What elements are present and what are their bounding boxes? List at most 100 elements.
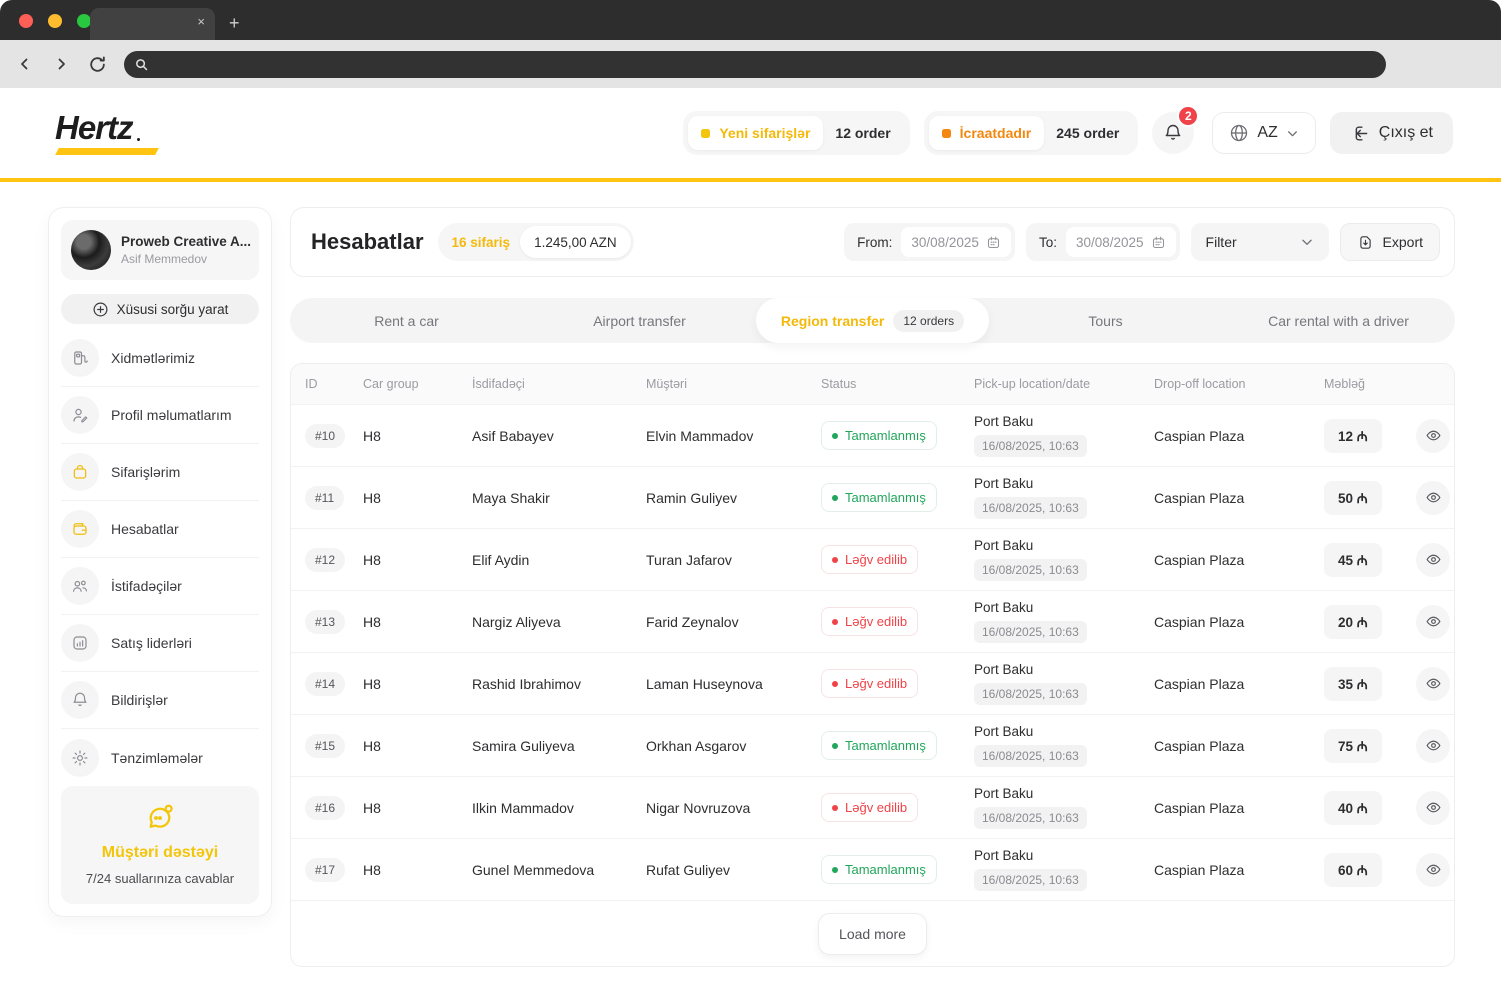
row-car-group: H8 xyxy=(363,614,472,630)
export-button[interactable]: Export xyxy=(1340,223,1440,261)
sidebar-item-notifications[interactable]: Bildirişlər xyxy=(61,672,259,729)
sidebar-item-settings[interactable]: Tənzimləmələr xyxy=(61,729,259,786)
to-date-field[interactable]: To: 30/08/2025 xyxy=(1026,223,1180,261)
eye-icon xyxy=(1425,551,1442,568)
view-order-button[interactable] xyxy=(1416,729,1450,763)
view-order-button[interactable] xyxy=(1416,667,1450,701)
sidebar-menu: Xidmətlərimiz Profil məlumatlarım Sifari… xyxy=(61,330,259,786)
traffic-lights xyxy=(19,14,91,28)
minimize-window-button[interactable] xyxy=(48,14,62,28)
sidebar-item-profile[interactable]: Profil məlumatlarım xyxy=(61,387,259,444)
row-dropoff-location: Caspian Plaza xyxy=(1154,490,1324,506)
sidebar-item-orders[interactable]: Sifarişlərim xyxy=(61,444,259,501)
order-count: 16 sifariş xyxy=(452,235,511,250)
in-progress-label: İcraatdadır xyxy=(960,125,1032,141)
col-amount: Məbləğ xyxy=(1324,377,1416,391)
create-request-button[interactable]: Xüsusi sorğu yarat xyxy=(61,294,259,324)
sidebar-item-users[interactable]: İstifadəçilər xyxy=(61,558,259,615)
tab-tours[interactable]: Tours xyxy=(989,298,1222,343)
in-progress-badge[interactable]: İcraatdadır 245 order xyxy=(924,111,1139,155)
load-more-row: Load more xyxy=(291,900,1454,966)
row-customer: Ramin Guliyev xyxy=(646,490,821,506)
view-order-button[interactable] xyxy=(1416,543,1450,577)
tab-region-transfer[interactable]: Region transfer 12 orders xyxy=(756,298,989,343)
export-label: Export xyxy=(1383,234,1423,250)
row-id: #13 xyxy=(305,610,345,634)
table-row[interactable]: #12 H8 Elif Aydin Turan Jafarov Ləğv edi… xyxy=(291,528,1454,590)
zoom-window-button[interactable] xyxy=(77,14,91,28)
row-user: Elif Aydin xyxy=(472,552,646,568)
row-pickup-location: Port Baku xyxy=(974,662,1154,677)
new-orders-badge[interactable]: Yeni sifarişlər 12 order xyxy=(683,111,909,155)
sidebar-item-label: Profil məlumatlarım xyxy=(111,407,232,423)
yellow-square-icon xyxy=(701,129,710,138)
support-title: Müştəri dəstəyi xyxy=(71,844,249,862)
browser-tab[interactable]: × xyxy=(90,8,215,40)
close-window-button[interactable] xyxy=(19,14,33,28)
row-dropoff-location: Caspian Plaza xyxy=(1154,676,1324,692)
row-pickup-location: Port Baku xyxy=(974,786,1154,801)
from-date-value: 30/08/2025 xyxy=(911,235,979,250)
status-badge: Tamamlanmış xyxy=(821,483,937,512)
row-user: Maya Shakir xyxy=(472,490,646,506)
chevron-down-icon xyxy=(1300,235,1314,249)
row-car-group: H8 xyxy=(363,490,472,506)
status-badge: Tamamlanmış xyxy=(821,855,937,884)
row-id: #17 xyxy=(305,858,345,882)
reload-button[interactable] xyxy=(88,55,110,74)
back-button[interactable] xyxy=(16,55,38,73)
notifications-button[interactable]: 2 xyxy=(1152,112,1194,154)
row-pickup-date: 16/08/2025, 10:63 xyxy=(974,621,1087,643)
table-row[interactable]: #15 H8 Samira Guliyeva Orkhan Asgarov Ta… xyxy=(291,714,1454,776)
row-id: #10 xyxy=(305,424,345,448)
view-order-button[interactable] xyxy=(1416,791,1450,825)
language-selector[interactable]: AZ xyxy=(1212,112,1315,154)
tab-close-icon[interactable]: × xyxy=(197,15,205,28)
status-badge: Tamamlanmış xyxy=(821,731,937,760)
tab-car-rental-driver[interactable]: Car rental with a driver xyxy=(1222,298,1455,343)
row-user: Samira Guliyeva xyxy=(472,738,646,754)
filter-label: Filter xyxy=(1206,234,1237,250)
gear-icon xyxy=(61,739,99,777)
support-card[interactable]: Müştəri dəstəyi 7/24 suallarınıza cavabl… xyxy=(61,786,259,904)
view-order-button[interactable] xyxy=(1416,605,1450,639)
hertz-logo[interactable]: Hertz xyxy=(55,109,133,157)
new-tab-button[interactable]: + xyxy=(229,13,240,34)
tab-rent-a-car[interactable]: Rent a car xyxy=(290,298,523,343)
table-row[interactable]: #11 H8 Maya Shakir Ramin Guliyev Tamamla… xyxy=(291,466,1454,528)
table-row[interactable]: #10 H8 Asif Babayev Elvin Mammadov Tamam… xyxy=(291,404,1454,466)
avatar xyxy=(71,230,111,270)
bell-icon xyxy=(61,681,99,719)
url-bar[interactable] xyxy=(124,51,1386,78)
table-row[interactable]: #16 H8 Ilkin Mammadov Nigar Novruzova Lə… xyxy=(291,776,1454,838)
user-edit-icon xyxy=(61,396,99,434)
forward-button[interactable] xyxy=(52,55,74,73)
col-car-group: Car group xyxy=(363,377,472,391)
table-row[interactable]: #14 H8 Rashid Ibrahimov Laman Huseynova … xyxy=(291,652,1454,714)
profile-card[interactable]: Proweb Creative A... Asif Memmedov xyxy=(61,220,259,280)
table-row[interactable]: #17 H8 Gunel Memmedova Rufat Guliyev Tam… xyxy=(291,838,1454,900)
col-pickup: Pick-up location/date xyxy=(974,377,1154,391)
view-order-button[interactable] xyxy=(1416,419,1450,453)
row-amount: 35 ₼ xyxy=(1324,667,1382,701)
filter-dropdown[interactable]: Filter xyxy=(1191,223,1329,261)
sidebar-item-sales-leaders[interactable]: Satış liderləri xyxy=(61,615,259,672)
table-body: #10 H8 Asif Babayev Elvin Mammadov Tamam… xyxy=(291,404,1454,900)
eye-icon xyxy=(1425,427,1442,444)
sidebar-item-reports[interactable]: Hesabatlar xyxy=(61,501,259,558)
page-title: Hesabatlar xyxy=(311,229,424,255)
sidebar-item-label: Bildirişlər xyxy=(111,692,168,708)
view-order-button[interactable] xyxy=(1416,481,1450,515)
new-orders-count: 12 order xyxy=(823,125,904,141)
orders-summary-pill: 16 sifariş 1.245,00 AZN xyxy=(438,223,634,261)
sidebar: Proweb Creative A... Asif Memmedov Xüsus… xyxy=(48,207,272,917)
load-more-button[interactable]: Load more xyxy=(818,913,927,955)
sidebar-item-services[interactable]: Xidmətlərimiz xyxy=(61,330,259,387)
row-pickup-date: 16/08/2025, 10:63 xyxy=(974,497,1087,519)
from-date-field[interactable]: From: 30/08/2025 xyxy=(844,223,1015,261)
globe-icon xyxy=(1229,123,1249,143)
tab-airport-transfer[interactable]: Airport transfer xyxy=(523,298,756,343)
view-order-button[interactable] xyxy=(1416,853,1450,887)
table-row[interactable]: #13 H8 Nargiz Aliyeva Farid Zeynalov Ləğ… xyxy=(291,590,1454,652)
logout-button[interactable]: Çıxış et xyxy=(1330,112,1453,154)
